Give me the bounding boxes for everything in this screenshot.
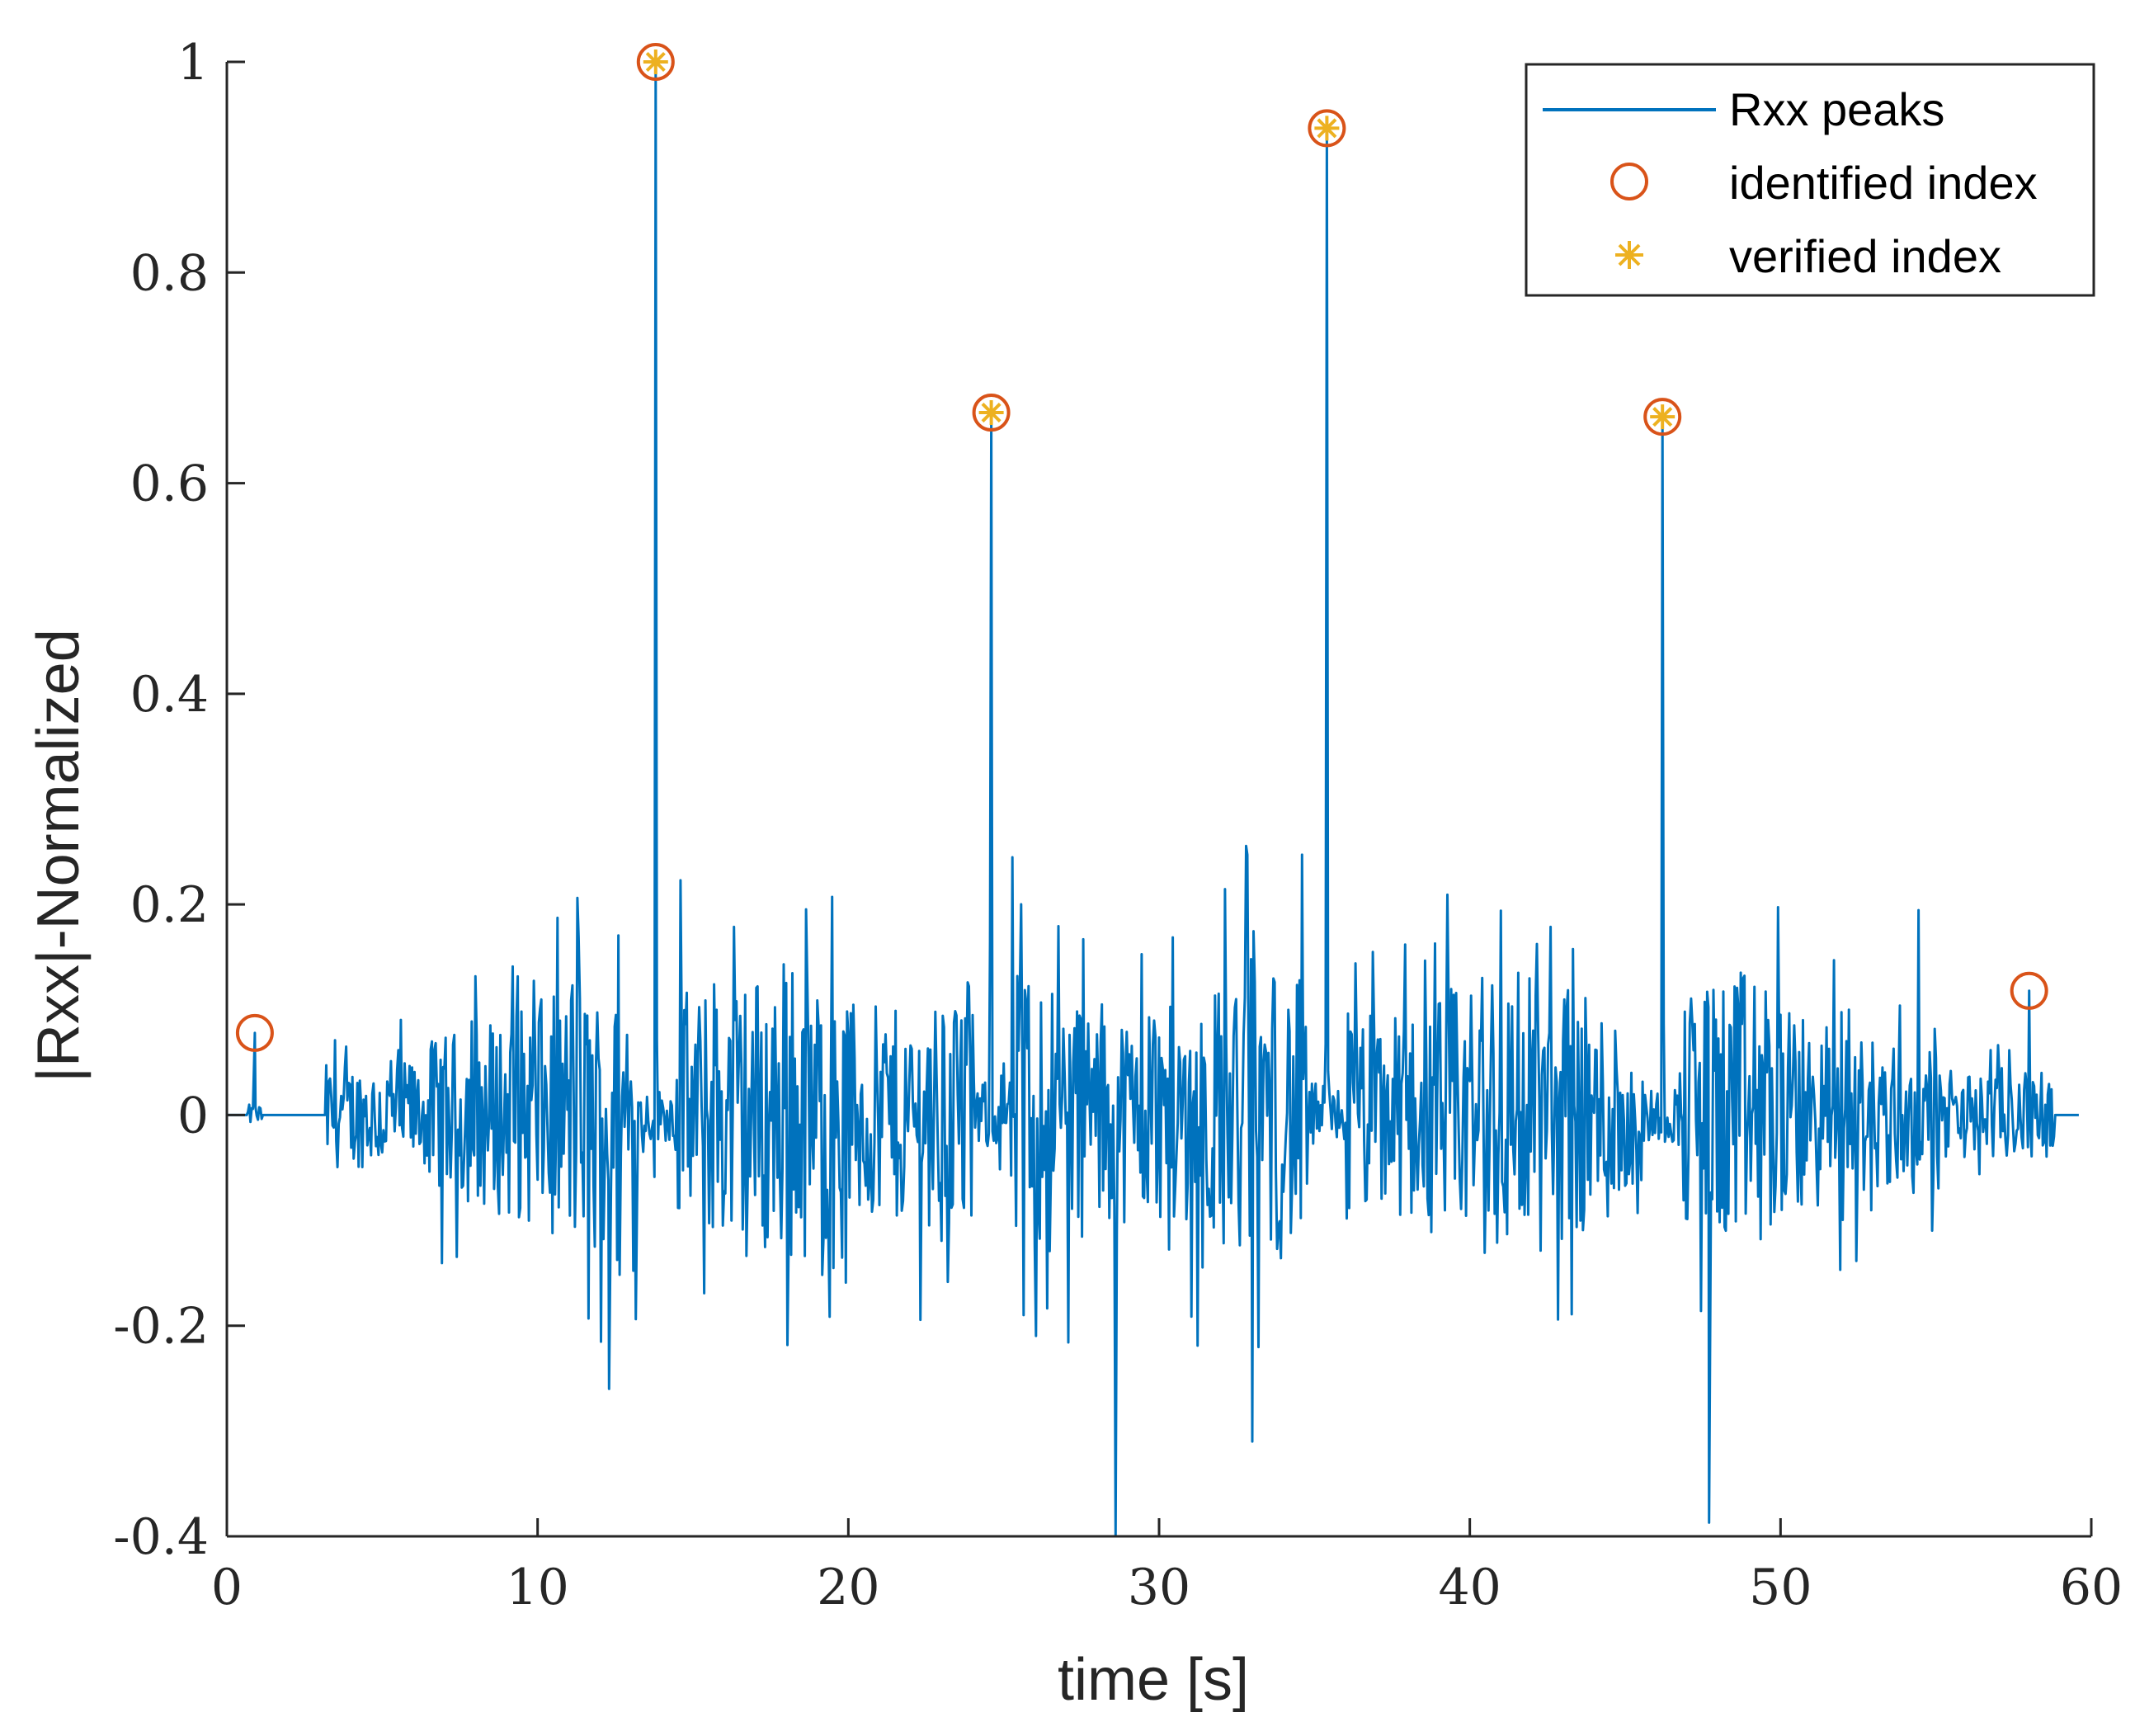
star-stroke: [1317, 118, 1337, 139]
verified-index-marker: [978, 400, 1004, 426]
legend-label-identified-index: identified index: [1729, 157, 2038, 209]
legend-label-rxx-peaks: Rxx peaks: [1729, 83, 1944, 135]
verified-index-marker: [1650, 404, 1675, 430]
x-axis-label: time [s]: [1058, 1647, 1249, 1713]
x-tick-label: 20: [817, 1559, 879, 1616]
x-tick-label: 60: [2060, 1559, 2123, 1616]
rxx-peaks-line: [227, 60, 2079, 1538]
x-tick-label: 40: [1438, 1559, 1501, 1616]
y-tick-label: 1: [177, 34, 209, 92]
identified-index-marker: [2010, 971, 2048, 1010]
identified-index-marker: [235, 1013, 274, 1052]
identified-index-marker: [1643, 398, 1682, 436]
y-tick-label: 0: [177, 1087, 209, 1144]
y-tick-label: -0.2: [113, 1298, 209, 1356]
y-tick-label: 0.6: [130, 455, 209, 513]
x-axis-ticks: 0 10 20 30 40 50 60: [211, 1518, 2123, 1616]
legend-box: [1525, 63, 2095, 297]
identified-index-marker: [636, 43, 675, 81]
y-tick-label: 0.8: [130, 244, 209, 302]
legend-circle-marker: [1610, 163, 1648, 200]
star-stroke: [981, 403, 1002, 423]
legend-star-shape: [1615, 241, 1643, 269]
legend: Rxx peaks identified index verified inde…: [1525, 63, 2095, 297]
y-tick-label: 0.2: [130, 876, 209, 934]
star-stroke: [1652, 407, 1673, 427]
x-tick-label: 10: [506, 1559, 568, 1616]
legend-star-marker: [1615, 241, 1643, 269]
y-axis-ticks: -0.4 -0.2 0 0.2 0.4 0.6 0.8 1: [113, 34, 245, 1566]
series-verified-index: [643, 50, 1675, 430]
verified-index-marker: [643, 50, 668, 74]
identified-index-marker: [972, 394, 1011, 432]
plot-area: [227, 43, 2079, 1538]
legend-label-verified-index: verified index: [1729, 230, 2001, 282]
y-tick-label: 0.4: [130, 666, 209, 724]
identified-index-marker: [1308, 109, 1346, 148]
x-tick-label: 30: [1128, 1559, 1190, 1616]
star-stroke: [645, 51, 666, 73]
x-tick-label: 50: [1749, 1559, 1812, 1616]
series-rxx-peaks: [227, 60, 2079, 1538]
star-stroke: [1618, 243, 1641, 267]
y-tick-label: -0.4: [113, 1508, 209, 1566]
y-axis-label: |Rxx|-Normalized: [26, 629, 92, 1083]
series-identified-index: [235, 43, 2048, 1052]
x-tick-label: 0: [211, 1559, 243, 1616]
verified-index-marker: [1314, 116, 1340, 141]
